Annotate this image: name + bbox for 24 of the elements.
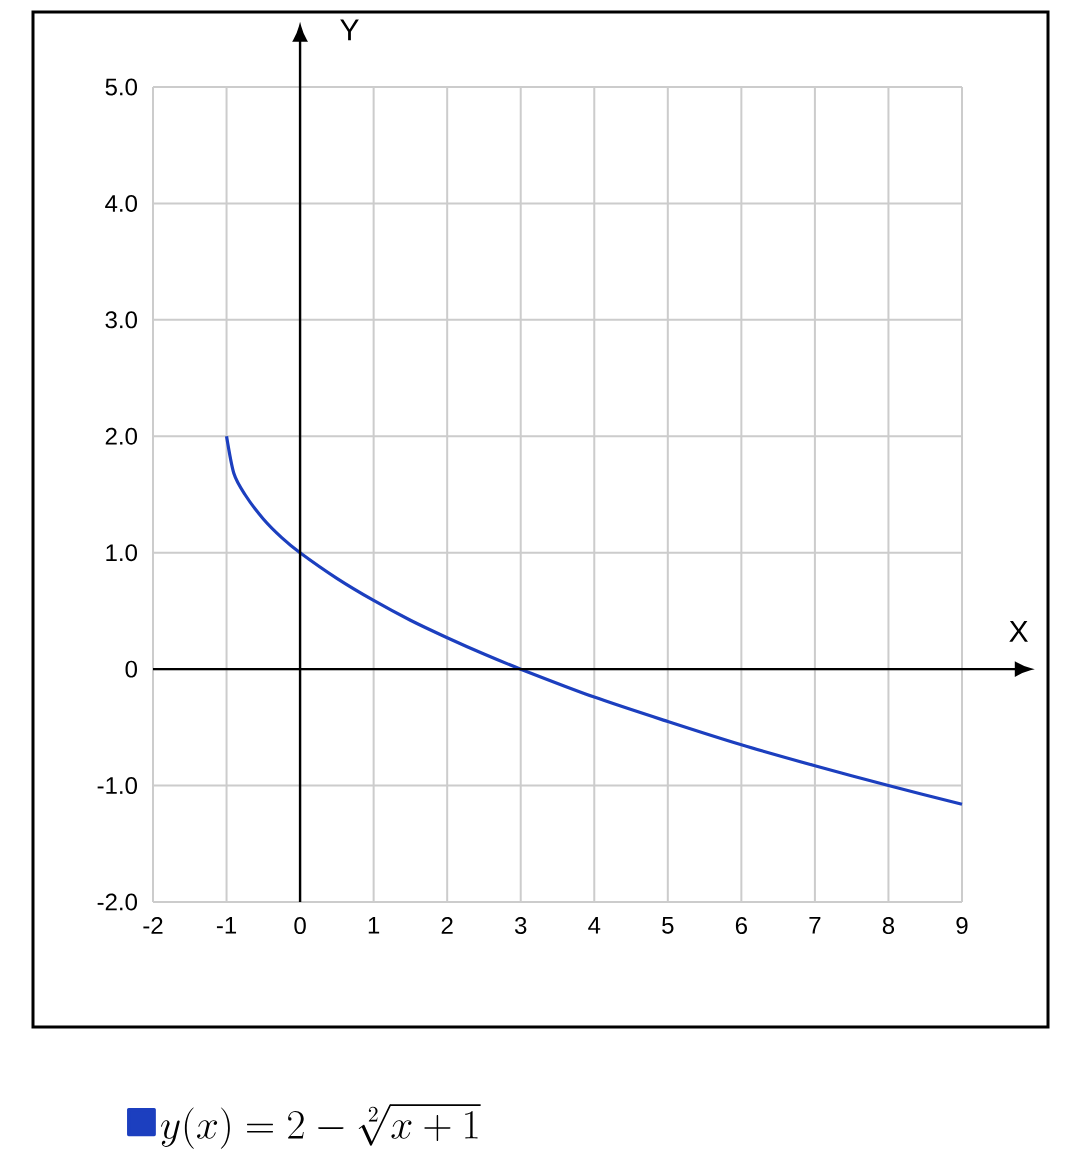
x-tick-label: 9 [956, 917, 968, 935]
legend-label: $y(x) = 2 - \sqrt[2]{x+1}$ [160, 1104, 481, 1149]
x-tick-label: -2 [143, 917, 163, 934]
y-tick-label: 5.0 [105, 78, 138, 96]
x-tick-label: 0 [294, 917, 306, 935]
x-tick-label: 3 [514, 917, 527, 935]
y-tick-label: 0 [125, 660, 138, 678]
x-tick-label: -1 [216, 917, 237, 934]
y-tick-label: 4.0 [105, 194, 138, 212]
line-series [224, 434, 964, 806]
y-tick-label: 1.0 [106, 544, 138, 562]
y-tick-label: -1.0 [97, 777, 138, 795]
y-tick-label: -2.0 [97, 893, 138, 911]
x-tick-label: 5 [662, 917, 674, 934]
x-tick-label: 6 [735, 917, 747, 935]
y-tick-label: 2.0 [105, 427, 138, 445]
x-tick-label: 2 [441, 917, 453, 934]
x-tick-label: 7 [809, 917, 821, 934]
x-tick-label: 1 [368, 917, 380, 934]
x-axis-title: X [1009, 621, 1029, 642]
x-tick-label: 8 [882, 917, 895, 935]
y-axis-title: Y [340, 19, 359, 41]
y-tick-label: 3.0 [105, 311, 138, 329]
x-tick-label: 4 [588, 917, 601, 934]
